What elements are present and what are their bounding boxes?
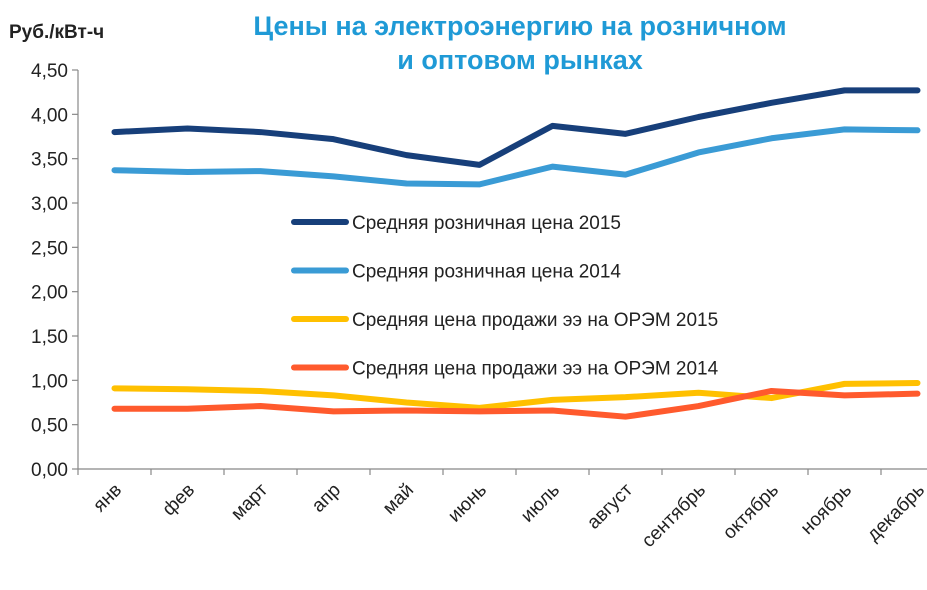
y-tick-label: 0,50 [31, 416, 68, 437]
x-tick-label: декабрь [863, 480, 927, 546]
y-axis-label: Руб./кВт-ч [9, 22, 104, 43]
x-tick-label: янв [89, 480, 126, 517]
y-tick-label: 1,50 [31, 327, 68, 348]
y-tick-label: 4,50 [31, 61, 68, 82]
y-tick-label: 2,50 [31, 238, 68, 259]
legend-label: Средняя розничная цена 2015 [352, 213, 621, 234]
legend-label: Средняя цена продажи ээ на ОРЭМ 2014 [352, 359, 719, 380]
series-line [111, 387, 921, 420]
y-tick-label: 3,00 [31, 194, 68, 215]
series-line [111, 126, 921, 188]
y-tick-label: 2,00 [31, 283, 68, 304]
y-tick-label: 1,00 [31, 371, 68, 392]
x-tick-label: июль [517, 480, 564, 527]
legend-label: Средняя цена продажи ээ на ОРЭМ 2015 [352, 310, 718, 331]
y-tick-label: 4,00 [31, 105, 68, 126]
x-tick-label: июнь [444, 480, 491, 527]
x-tick-label: май [379, 480, 418, 519]
x-tick-label: октябрь [719, 480, 783, 544]
x-tick-label: ноябрь [797, 480, 856, 539]
x-tick-label: сентябрь [638, 480, 710, 552]
y-tick-label: 0,00 [31, 460, 68, 481]
series-line [111, 87, 921, 168]
x-tick-label: август [583, 479, 637, 533]
y-tick-label: 3,50 [31, 150, 68, 171]
chart-title: Цены на электроэнергию на розничном и опт… [253, 11, 786, 75]
x-tick-label: март [227, 479, 272, 524]
legend-label: Средняя розничная цена 2014 [352, 262, 621, 283]
x-tick-label: фев [159, 480, 200, 521]
series-line [111, 379, 921, 411]
x-tick-label: апр [308, 480, 345, 517]
